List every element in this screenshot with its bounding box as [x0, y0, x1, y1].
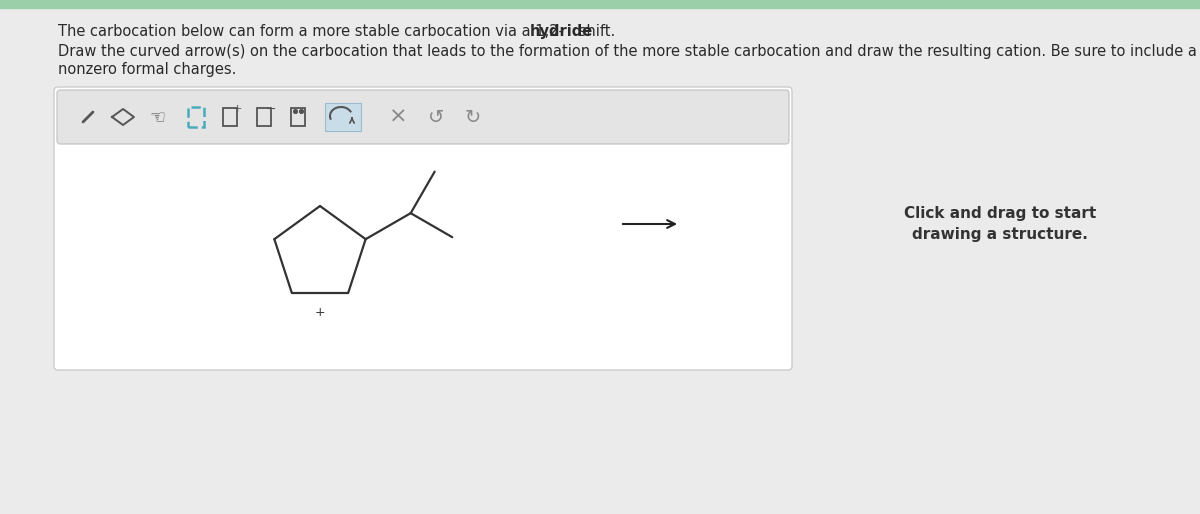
- Bar: [325, 103, 361, 131]
- Text: ☜: ☜: [150, 108, 166, 126]
- Text: +: +: [233, 104, 241, 114]
- Text: hydride: hydride: [530, 24, 593, 39]
- Text: Click and drag to start
drawing a structure.: Click and drag to start drawing a struct…: [904, 206, 1096, 242]
- FancyBboxPatch shape: [58, 90, 790, 144]
- Bar: [292, 108, 305, 126]
- Text: −: −: [265, 102, 276, 116]
- FancyBboxPatch shape: [54, 87, 792, 370]
- Text: +: +: [314, 305, 325, 319]
- Bar: [257, 108, 271, 126]
- Text: ↺: ↺: [428, 107, 444, 126]
- Text: ×: ×: [389, 107, 407, 127]
- Text: The carbocation below can form a more stable carbocation via a 1,2-: The carbocation below can form a more st…: [58, 24, 564, 39]
- Bar: [223, 108, 238, 126]
- Bar: [188, 107, 204, 127]
- Text: shift.: shift.: [574, 24, 616, 39]
- Bar: [0, 0, 1200, 8]
- Text: ↻: ↻: [464, 107, 481, 126]
- Text: nonzero formal charges.: nonzero formal charges.: [58, 62, 236, 77]
- Text: Draw the curved arrow(s) on the carbocation that leads to the formation of the m: Draw the curved arrow(s) on the carbocat…: [58, 44, 1196, 59]
